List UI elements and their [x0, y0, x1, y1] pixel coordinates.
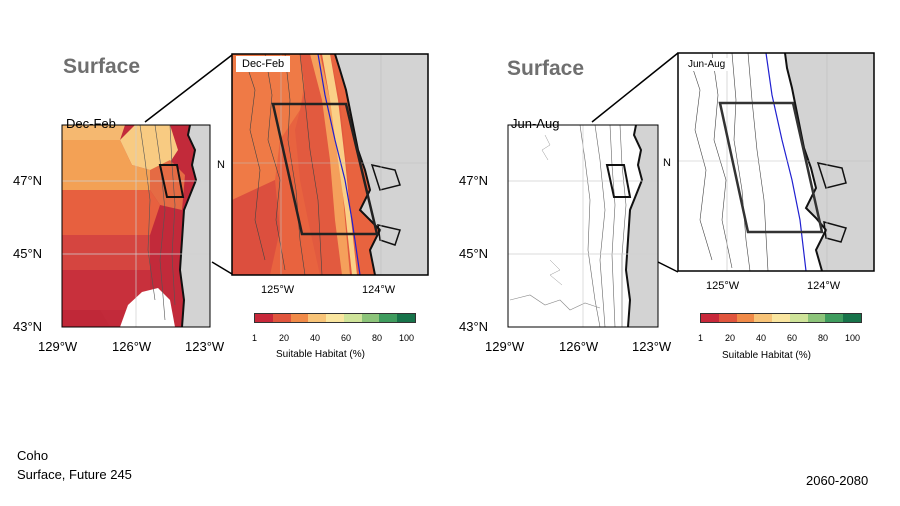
panel1-colorbar-tick: 60	[341, 333, 352, 343]
colorbar-segment	[361, 314, 380, 322]
panel1-season-label: Dec-Feb	[66, 116, 116, 131]
colorbar-segment	[308, 314, 327, 322]
panel1-zoom-map	[231, 53, 429, 276]
panel2-lat-tick-45: 45°N	[459, 246, 489, 261]
panel2-lon-tick-126: 126°W	[559, 339, 599, 354]
panel1-zoom-lon-tick-125: 125°W	[261, 284, 295, 296]
colorbar-segment	[843, 314, 862, 322]
colorbar-segment	[290, 314, 309, 322]
panel1-lon-tick-129: 129°W	[38, 339, 78, 354]
panel1-colorbar-tick: 80	[372, 333, 383, 343]
footer-scenario: Surface, Future 245	[17, 467, 132, 482]
colorbar-segment	[825, 314, 844, 322]
panel1-zoom-lon-tick-124: 124°W	[362, 284, 396, 296]
panel2-colorbar	[700, 313, 862, 323]
panel1-lat-tick-47: 47°N	[13, 173, 43, 188]
panel1-map-figure: N	[61, 53, 429, 328]
footer-species: Coho	[17, 448, 49, 463]
svg-text:N: N	[217, 159, 225, 171]
panel2-map-figure: N	[507, 52, 875, 328]
colorbar-segment	[397, 314, 416, 322]
panel2-colorbar-tick: 60	[787, 333, 798, 343]
panel2-lat-tick-43: 43°N	[459, 319, 489, 334]
colorbar-segment	[272, 314, 291, 322]
colorbar-segment	[772, 314, 790, 322]
panel2-colorbar-tick: 40	[756, 333, 767, 343]
panel1-colorbar-tick: 20	[279, 333, 290, 343]
panel2-lon-tick-129: 129°W	[485, 339, 525, 354]
panel2-zoom-lon-tick-125: 125°W	[706, 280, 740, 292]
panel1-colorbar-title: Suitable Habitat (%)	[276, 349, 365, 360]
svg-text:N: N	[663, 157, 671, 169]
panel2-zoom-lon-tick-124: 124°W	[807, 280, 841, 292]
panel2-title: Surface	[507, 57, 585, 80]
footer-caption: Coho Surface, Future 245	[17, 446, 132, 484]
panel2-colorbar-tick: 1	[698, 333, 704, 343]
colorbar-segment	[736, 314, 755, 322]
colorbar-segment	[701, 314, 719, 322]
panel1-lon-tick-126: 126°W	[112, 339, 152, 354]
panel2-lon-tick-123: 123°W	[632, 339, 672, 354]
panel2-season-label: Jun-Aug	[511, 116, 560, 131]
panel2-lat-tick-47: 47°N	[459, 173, 489, 188]
panel2-colorbar-title: Suitable Habitat (%)	[722, 350, 811, 361]
colorbar-segment	[807, 314, 826, 322]
panel2-main-map	[507, 124, 659, 328]
panel2-colorbar-tick: 100	[845, 333, 861, 343]
panel1-colorbar-tick: 40	[310, 333, 321, 343]
colorbar-segment	[326, 314, 344, 322]
panel2-zoom-map	[677, 52, 875, 272]
panel1-colorbar-tick: 1	[252, 333, 258, 343]
colorbar-segment	[255, 314, 273, 322]
colorbar-segment	[718, 314, 737, 322]
panel1-main-map	[61, 124, 211, 328]
panel1-zoom-season-label: Dec-Feb	[236, 56, 291, 72]
panel2-colorbar-tick: 80	[818, 333, 829, 343]
panel1-lat-tick-45: 45°N	[13, 246, 43, 261]
panel1-lon-tick-123: 123°W	[185, 339, 225, 354]
panel1-colorbar-tick: 100	[399, 333, 415, 343]
panel2-colorbar-tick: 20	[725, 333, 736, 343]
panel1-title: Surface	[63, 55, 141, 78]
colorbar-segment	[343, 314, 362, 322]
panel2-zoom-season-label: Jun-Aug	[685, 58, 729, 71]
footer-period: 2060-2080	[806, 473, 869, 488]
colorbar-segment	[754, 314, 773, 322]
colorbar-segment	[789, 314, 808, 322]
panel1-lat-tick-43: 43°N	[13, 319, 43, 334]
colorbar-segment	[379, 314, 398, 322]
panel1-colorbar	[254, 313, 416, 323]
